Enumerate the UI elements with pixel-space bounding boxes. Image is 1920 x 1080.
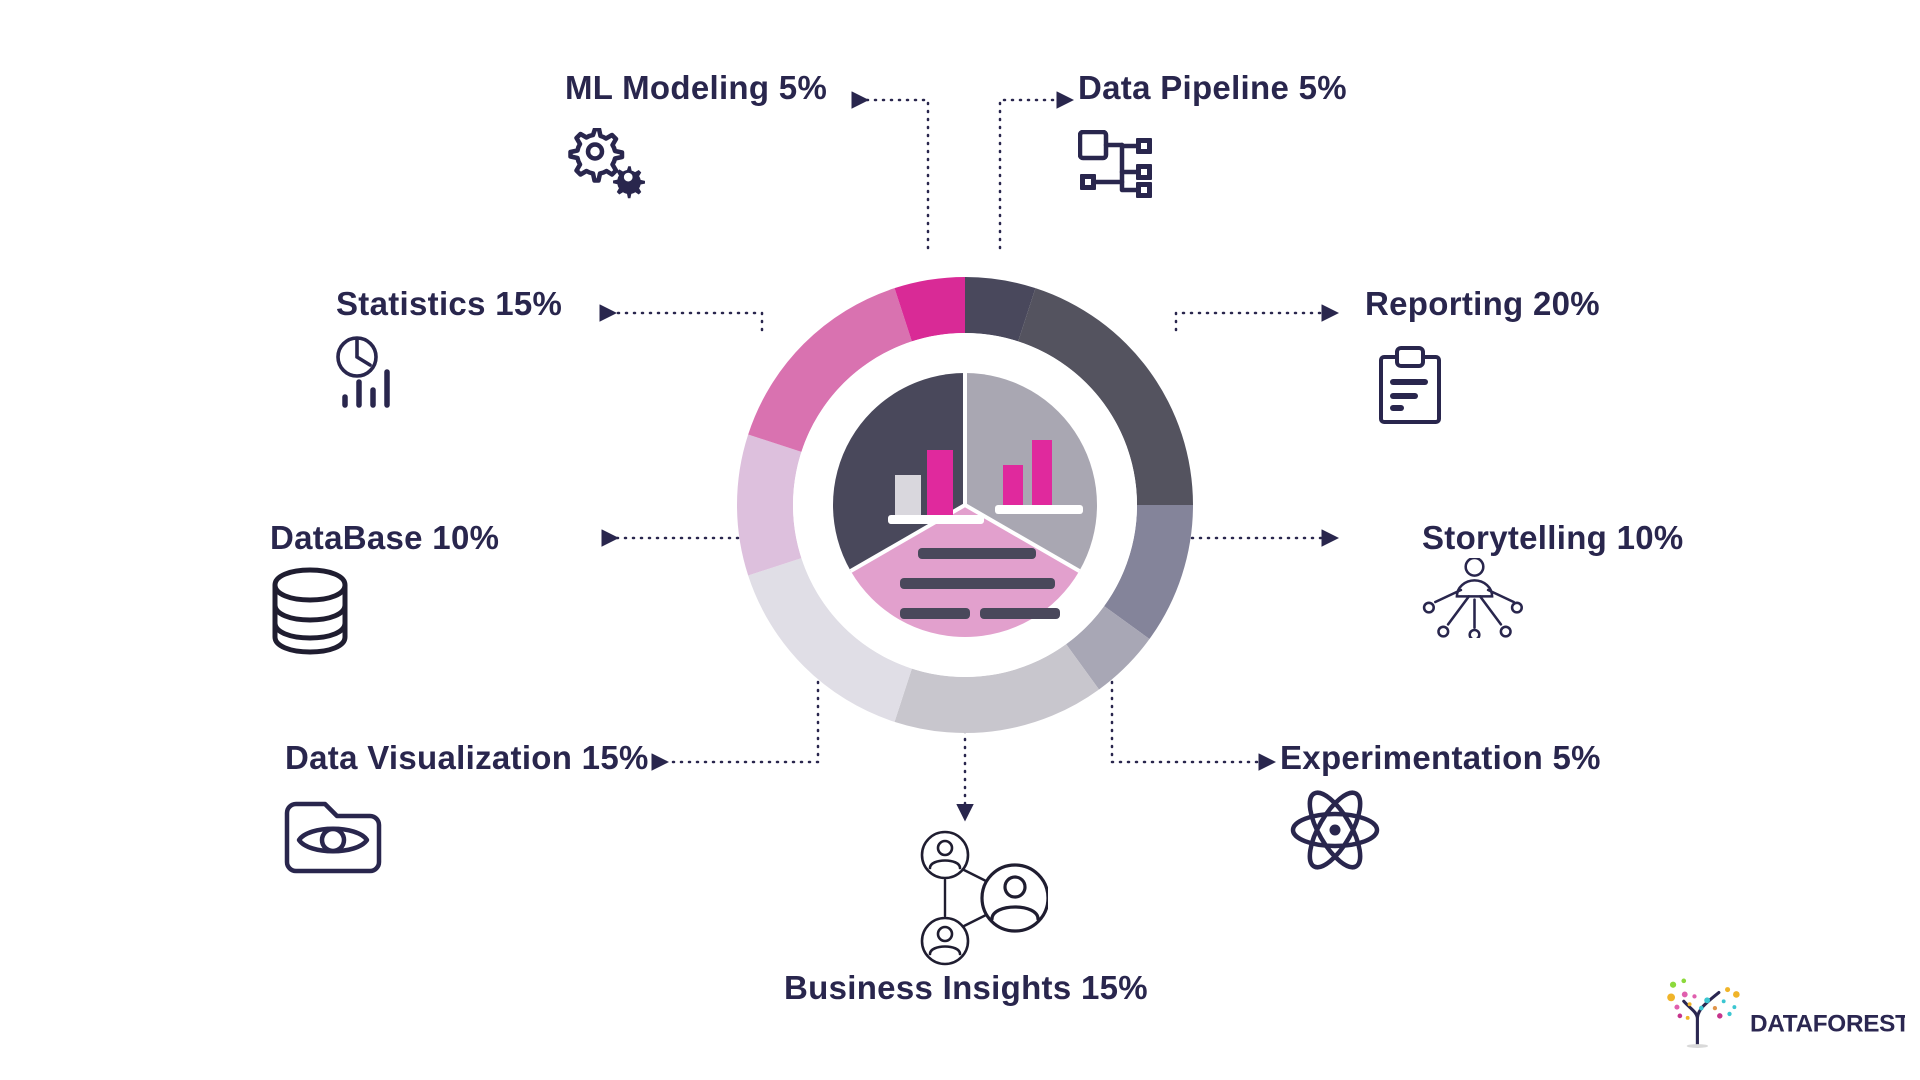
svg-text:DATAFOREST: DATAFOREST: [1750, 1010, 1905, 1037]
